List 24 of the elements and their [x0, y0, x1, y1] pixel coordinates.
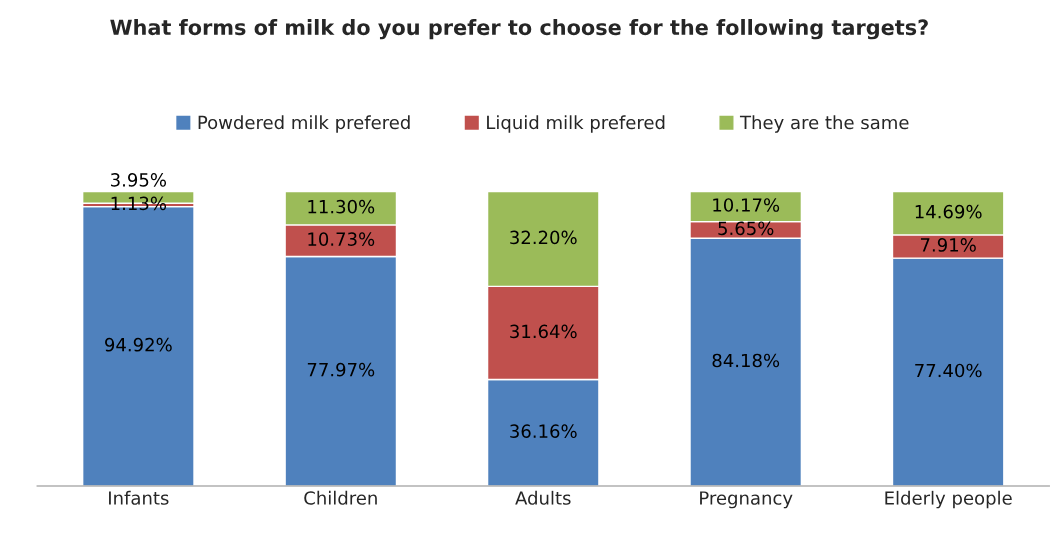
data-label: 3.95% — [111, 173, 167, 187]
x-tick-label: Elderly people — [885, 490, 1012, 509]
data-label: 10.17% — [713, 198, 780, 212]
data-label: 1.13% — [111, 196, 167, 211]
data-label: 14.69% — [915, 204, 982, 219]
data-label: 31.64% — [510, 324, 577, 339]
data-label: 32.20% — [510, 230, 577, 245]
x-tick-label: Infants — [109, 490, 169, 505]
data-label: 84.18% — [712, 353, 780, 368]
data-label: 36.16% — [510, 424, 577, 439]
chart-title: What forms of milk do you prefer to choose for the following targets? — [110, 19, 928, 40]
x-tick-label: Children — [304, 490, 377, 505]
data-label: 77.97% — [307, 362, 375, 377]
legend-label: Powdered milk prefered — [198, 115, 410, 133]
data-label: 77.40% — [915, 363, 982, 378]
data-label: 5.65% — [718, 221, 774, 236]
legend-label: Liquid milk prefered — [487, 115, 665, 133]
data-label: 11.30% — [308, 199, 375, 214]
data-label: 10.73% — [308, 232, 375, 246]
x-tick-label: Pregnancy — [700, 491, 793, 509]
data-label: 7.91% — [920, 238, 976, 252]
data-label: 94.92% — [105, 337, 172, 352]
x-tick-label: Adults — [515, 490, 571, 505]
legend-label: They are the same — [739, 115, 909, 133]
